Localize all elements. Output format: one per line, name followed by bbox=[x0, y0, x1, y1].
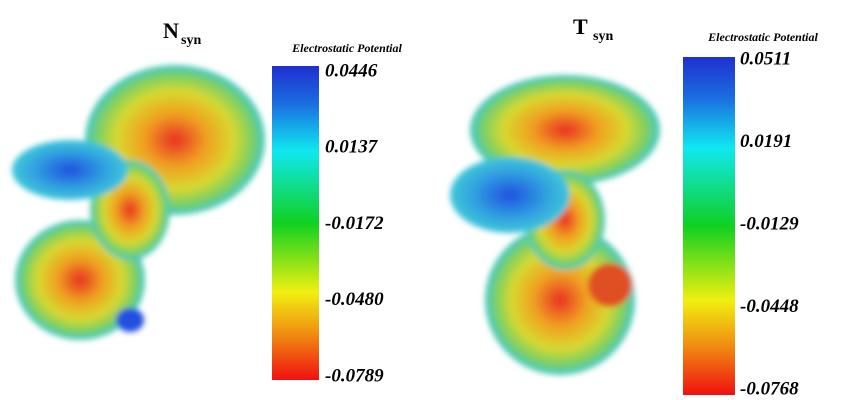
panel-subscript: syn bbox=[593, 29, 613, 44]
colorbar-tick-label: 0.0137 bbox=[325, 137, 379, 158]
colorbar-label: Electrostatic Potential bbox=[291, 41, 402, 55]
colorbar-tick-label: 0.0191 bbox=[740, 131, 792, 152]
colorbar-label: Electrostatic Potential bbox=[707, 30, 818, 44]
colorbar-tick-label: 0.0446 bbox=[325, 60, 378, 81]
colorbar-tick-label: -0.0480 bbox=[325, 289, 384, 310]
colorbar bbox=[272, 66, 319, 380]
panel-title: T bbox=[573, 14, 588, 39]
colorbar bbox=[683, 57, 735, 395]
colorbar-tick-label: -0.0768 bbox=[740, 378, 799, 399]
panel-title: N bbox=[163, 18, 179, 43]
colorbar-tick-label: -0.0129 bbox=[740, 213, 799, 234]
panel-subscript: syn bbox=[181, 33, 201, 48]
molecule-n-syn bbox=[12, 65, 265, 340]
panel-n-syn: N syn Electrostatic Potential 0.0446 0.01… bbox=[163, 18, 402, 386]
colorbar-tick-label: -0.0172 bbox=[325, 213, 384, 234]
molecule-t-syn bbox=[450, 75, 660, 375]
panel-t-syn: T syn Electrostatic Potential 0.0511 0.01… bbox=[573, 14, 818, 399]
colorbar-tick-label: -0.0789 bbox=[325, 365, 384, 386]
colorbar-tick-label: 0.0511 bbox=[740, 48, 791, 69]
colorbar-tick-label: -0.0448 bbox=[740, 296, 799, 317]
